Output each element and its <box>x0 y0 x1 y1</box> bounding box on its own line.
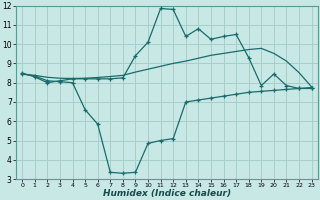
X-axis label: Humidex (Indice chaleur): Humidex (Indice chaleur) <box>103 189 231 198</box>
